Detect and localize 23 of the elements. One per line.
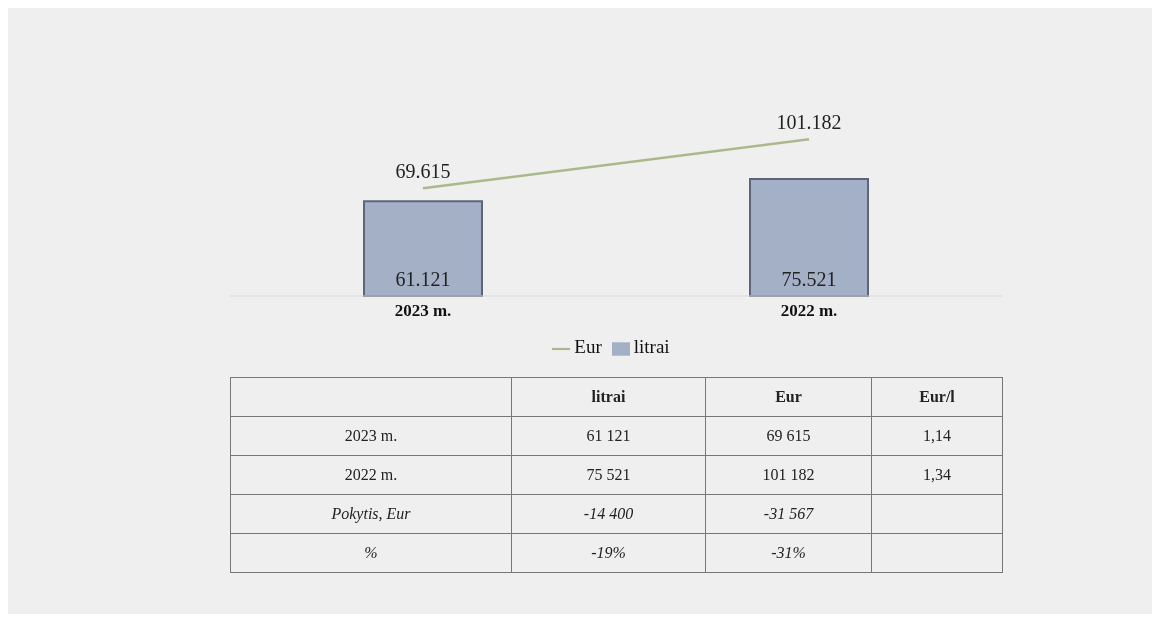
- legend-label: litrai: [633, 336, 670, 357]
- data-label: 75.521: [781, 268, 837, 290]
- legend-label: Eur: [574, 336, 602, 357]
- text: %: [230, 533, 512, 573]
- text: 1,14: [871, 416, 1003, 456]
- text: 1,34: [871, 455, 1003, 495]
- text: 2023 m.: [230, 416, 512, 456]
- data-label: 101.182: [776, 111, 842, 134]
- text: 69 615: [705, 416, 872, 456]
- text: -14 400: [511, 494, 706, 534]
- data-label: 61.121: [395, 268, 451, 290]
- text: Eur: [705, 377, 872, 417]
- text: -19%: [511, 533, 706, 573]
- text: Pokytis, Eur: [230, 494, 512, 534]
- text: 2022 m.: [230, 455, 512, 495]
- text: 101 182: [705, 455, 872, 495]
- text: Eur/l: [871, 377, 1003, 417]
- text: 75 521: [511, 455, 706, 495]
- text: -31%: [705, 533, 872, 573]
- data-label: 69.615: [395, 160, 451, 183]
- text: 61 121: [511, 416, 706, 456]
- text: litrai: [511, 377, 706, 417]
- text: -31 567: [705, 494, 872, 534]
